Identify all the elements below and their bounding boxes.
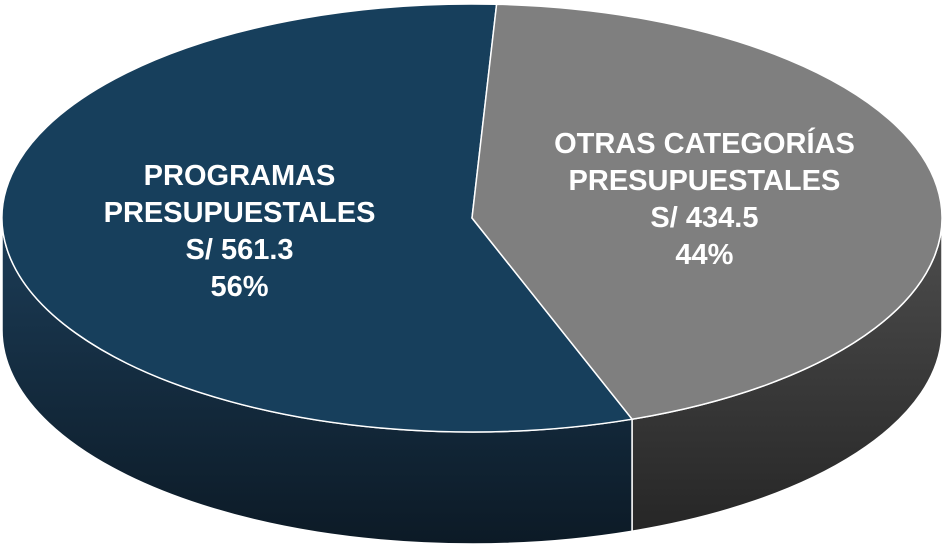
value-label: S/ 434.5 — [650, 202, 759, 235]
slice-label: OTRAS CATEGORÍAS PRESUPUESTALES S/ 434.5 4… — [544, 126, 864, 274]
percent-label: 44% — [675, 239, 734, 272]
pie-slice — [471, 3, 943, 421]
category-label: OTRAS CATEGORÍAS PRESUPUESTALES — [554, 128, 855, 198]
percent-label: 56% — [210, 270, 269, 303]
category-label: PROGRAMAS PRESUPUESTALES — [103, 159, 376, 229]
pie-slice — [1, 3, 634, 433]
value-label: S/ 561.3 — [185, 233, 294, 266]
slice-label: PROGRAMAS PRESUPUESTALES S/ 561.3 56% — [80, 158, 400, 306]
